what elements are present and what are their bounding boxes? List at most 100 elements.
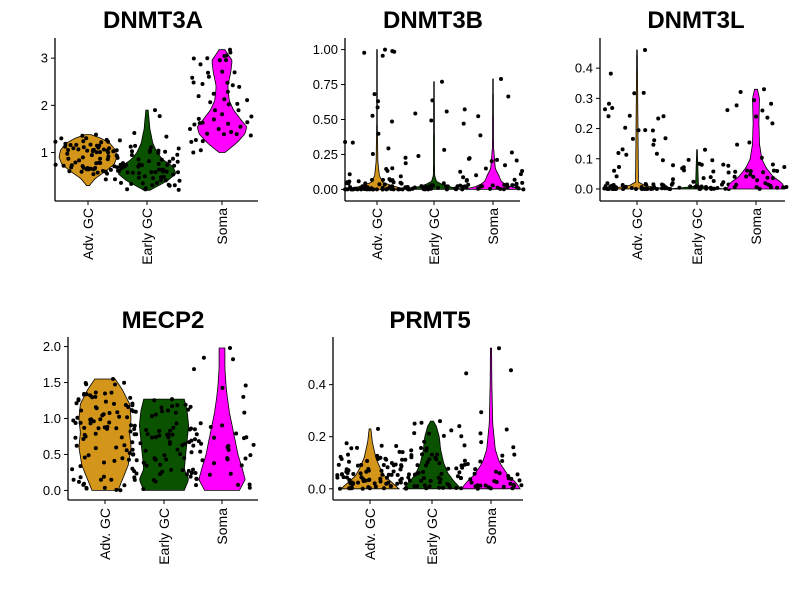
data-point xyxy=(148,148,152,153)
data-point xyxy=(454,187,459,192)
data-point xyxy=(415,484,420,489)
data-point xyxy=(66,148,71,152)
data-point xyxy=(77,158,82,163)
data-point xyxy=(236,482,240,487)
data-point xyxy=(663,185,668,190)
data-point xyxy=(183,441,188,446)
data-point xyxy=(132,427,137,431)
data-point xyxy=(102,460,106,465)
data-point xyxy=(234,132,239,137)
data-point xyxy=(499,77,503,81)
data-point xyxy=(71,477,76,482)
data-point xyxy=(612,168,617,173)
data-point xyxy=(430,98,435,103)
data-point xyxy=(510,183,515,188)
data-point xyxy=(159,178,163,183)
data-point xyxy=(93,390,98,395)
data-point xyxy=(188,404,193,409)
data-point xyxy=(198,62,203,67)
data-point xyxy=(238,124,243,129)
data-point xyxy=(150,414,154,419)
data-point xyxy=(488,186,493,191)
data-point xyxy=(234,431,239,436)
data-point xyxy=(166,182,171,187)
data-point xyxy=(128,395,133,400)
data-point xyxy=(428,479,433,483)
data-point xyxy=(336,462,341,467)
data-point xyxy=(208,100,213,105)
data-point xyxy=(167,440,172,445)
violin-early-gc xyxy=(118,109,176,191)
data-point xyxy=(651,142,656,147)
data-point xyxy=(157,167,162,172)
data-point xyxy=(661,114,666,119)
data-point xyxy=(376,457,380,461)
data-point xyxy=(400,450,405,455)
data-point xyxy=(390,119,394,124)
data-point xyxy=(239,463,244,468)
data-point xyxy=(738,90,743,94)
data-point xyxy=(131,452,136,457)
data-point xyxy=(247,482,252,487)
data-point xyxy=(472,471,477,476)
data-point xyxy=(225,89,230,94)
y-tick-label: 0.3 xyxy=(575,91,593,106)
data-point xyxy=(663,136,668,141)
data-point xyxy=(350,140,355,145)
data-point xyxy=(400,457,405,462)
data-point xyxy=(734,103,739,108)
data-point xyxy=(188,127,192,131)
data-point xyxy=(478,431,483,436)
data-point xyxy=(151,176,155,181)
data-point xyxy=(175,447,180,452)
data-point xyxy=(440,79,444,84)
data-point xyxy=(248,133,253,138)
data-point xyxy=(373,484,378,489)
violin-adv-gc xyxy=(607,49,667,190)
data-point xyxy=(388,484,393,489)
data-point xyxy=(397,187,402,192)
data-point xyxy=(437,480,442,485)
y-tick-label: 2.0 xyxy=(43,339,61,354)
data-point xyxy=(423,187,427,192)
data-point xyxy=(344,441,349,446)
data-point xyxy=(205,131,210,136)
violin-adv-gc xyxy=(347,49,407,190)
data-point xyxy=(630,136,635,141)
data-point xyxy=(643,48,647,52)
data-point xyxy=(127,451,132,456)
data-point xyxy=(91,167,96,172)
data-point xyxy=(243,456,248,461)
data-point xyxy=(629,186,634,190)
data-point xyxy=(224,58,228,63)
data-point xyxy=(462,462,467,467)
data-point xyxy=(117,169,122,174)
x-tick-label: Early GC xyxy=(156,508,172,565)
data-point xyxy=(632,91,637,96)
data-point xyxy=(726,163,731,168)
data-point xyxy=(133,143,138,148)
data-point xyxy=(85,166,90,170)
data-point xyxy=(636,128,641,133)
data-point xyxy=(512,177,517,182)
data-point xyxy=(124,448,129,453)
data-point xyxy=(120,456,125,461)
data-point xyxy=(616,151,621,155)
data-point xyxy=(391,187,396,192)
data-point xyxy=(164,134,169,139)
data-point xyxy=(422,439,427,444)
data-point xyxy=(201,355,206,360)
data-point xyxy=(225,457,230,462)
data-point xyxy=(152,398,157,403)
data-point xyxy=(406,475,411,480)
data-point xyxy=(519,483,524,488)
data-point xyxy=(122,164,127,169)
data-point xyxy=(91,148,96,152)
data-point xyxy=(425,460,430,465)
y-tick-label: 0.25 xyxy=(313,147,338,162)
data-point xyxy=(399,464,404,469)
x-tick-label: Soma xyxy=(483,508,499,545)
data-point xyxy=(149,170,154,175)
panel-title: PRMT5 xyxy=(389,307,470,334)
data-point xyxy=(171,156,175,161)
